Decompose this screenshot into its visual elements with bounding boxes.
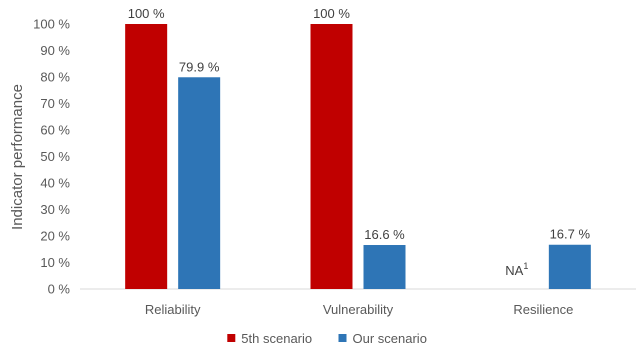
legend-swatch [227,334,236,342]
data-label: NA1 [505,261,528,278]
y-axis-title: Indicator performance [9,84,26,230]
y-tick-label: 50 % [40,149,70,164]
category-labels: Reliability Vulnerability Resilience [145,302,573,317]
y-tick-label: 10 % [40,255,70,270]
data-label: 79.9 % [179,59,220,74]
category-label-reliability: Reliability [145,302,201,317]
bar-our-scenario-reliability [178,77,221,289]
category-label-resilience: Resilience [513,302,573,317]
bars-group [125,24,591,289]
bar-our-scenario-resilience [548,244,591,289]
data-label: 16.7 % [550,227,591,242]
y-tick-label: 70 % [40,96,70,111]
data-label: 100 % [313,6,350,21]
legend-label: Our scenario [353,331,427,346]
bar-5th-scenario-vulnerability [310,24,353,289]
y-tick-label: 20 % [40,229,70,244]
y-tick-label: 80 % [40,70,70,85]
y-tick-label: 30 % [40,202,70,217]
legend-label: 5th scenario [241,331,312,346]
bar-5th-scenario-reliability [125,24,168,289]
y-tick-label: 100 % [33,17,70,32]
y-tick-label: 60 % [40,123,70,138]
y-tick-label: 40 % [40,176,70,191]
y-axis-ticks: 0 % 10 % 20 % 30 % 40 % 50 % 60 % 70 % 80 % 90 % 1… [33,17,70,297]
bar-our-scenario-vulnerability [363,245,406,289]
data-label: 16.6 % [364,227,405,242]
legend-swatch [338,334,347,342]
data-label: 100 % [128,6,165,21]
y-tick-label: 0 % [48,282,71,297]
data-labels-group: 100 % 79.9 % 100 % 16.6 % NA1 16.7 % [128,6,591,278]
category-label-vulnerability: Vulnerability [323,302,394,317]
y-tick-label: 90 % [40,43,70,58]
legend: 5th scenario Our scenario [227,331,427,346]
